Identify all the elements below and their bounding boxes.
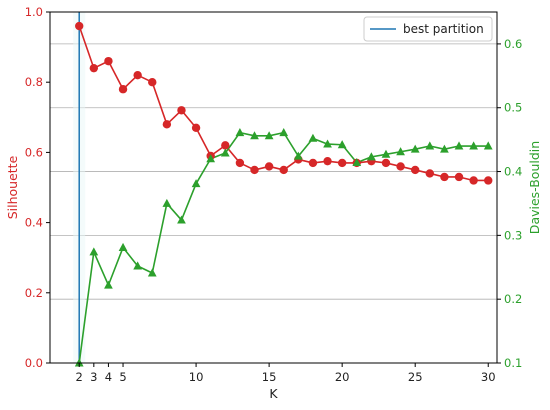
series-left-point-28 bbox=[454, 172, 464, 182]
series-left-point-8 bbox=[162, 120, 172, 129]
series-right-point-15 bbox=[264, 131, 274, 140]
x-tick-label-25: 25 bbox=[408, 370, 423, 384]
x-tick-label-30: 30 bbox=[481, 370, 496, 384]
series-right-point-7 bbox=[147, 268, 157, 277]
x-tick-label-4: 4 bbox=[105, 370, 112, 384]
series-left-point-27 bbox=[440, 172, 449, 182]
series-right-point-10 bbox=[191, 179, 201, 188]
series-right-point-9 bbox=[177, 215, 186, 224]
series-left-point-12 bbox=[221, 141, 230, 150]
series-right-point-8 bbox=[162, 198, 172, 207]
series-right-point-11 bbox=[206, 154, 216, 163]
series-right-point-30 bbox=[483, 141, 493, 150]
series-right-point-19 bbox=[323, 139, 332, 148]
series-left-point-29 bbox=[469, 176, 478, 185]
series-left-point-16 bbox=[279, 165, 288, 175]
series-left-point-19 bbox=[323, 156, 332, 166]
series-right-point-2 bbox=[74, 358, 84, 367]
series-left-point-18 bbox=[308, 158, 318, 168]
x-tick-label-15: 15 bbox=[262, 370, 277, 384]
left-axis-title: Silhouette bbox=[5, 155, 20, 219]
series-right-point-12 bbox=[220, 148, 230, 157]
series-right-point-26 bbox=[425, 141, 435, 150]
series-right-point-20 bbox=[337, 140, 347, 149]
series-right-point-24 bbox=[396, 147, 405, 156]
series-left-point-7 bbox=[148, 78, 157, 87]
legend-box bbox=[363, 16, 493, 42]
series-left-point-20 bbox=[337, 158, 347, 168]
series-left-point-14 bbox=[250, 165, 259, 175]
series-left-point-24 bbox=[396, 162, 405, 171]
series-left-point-4 bbox=[104, 56, 113, 66]
y-right-tick-label-0.3: 0.3 bbox=[504, 228, 522, 242]
series-left-point-3 bbox=[89, 63, 99, 73]
series-right-point-16 bbox=[279, 128, 289, 137]
series-right-point-13 bbox=[235, 128, 245, 137]
series-right-point-29 bbox=[469, 141, 478, 150]
series-right-point-14 bbox=[250, 131, 259, 140]
series-right-point-18 bbox=[308, 133, 318, 142]
plot-frame bbox=[49, 11, 498, 364]
y-left-tick-label-0.8: 0.8 bbox=[25, 75, 43, 89]
series-right-point-22 bbox=[367, 152, 376, 161]
series-right-point-3 bbox=[89, 247, 99, 256]
right-axis-title: Davies-Bouldin bbox=[527, 141, 542, 234]
y-left-tick-label-1.0: 1.0 bbox=[25, 5, 43, 19]
y-right-tick-label-0.6: 0.6 bbox=[504, 37, 522, 51]
series-markers bbox=[74, 21, 493, 367]
series-left-point-23 bbox=[381, 158, 391, 168]
series-left-point-30 bbox=[484, 176, 493, 185]
series-left-point-6 bbox=[133, 70, 142, 80]
y-left-tick-label-0.4: 0.4 bbox=[25, 216, 43, 230]
series-left-point-10 bbox=[191, 123, 201, 133]
x-tick-label-5: 5 bbox=[119, 370, 126, 384]
series-left-point-26 bbox=[425, 169, 435, 178]
x-tick-label-2: 2 bbox=[76, 370, 83, 384]
series-left-point-13 bbox=[235, 158, 245, 168]
series-right-point-28 bbox=[454, 141, 464, 150]
x-tick-label-3: 3 bbox=[90, 370, 97, 384]
series-left-point-15 bbox=[264, 162, 274, 171]
series-right-point-25 bbox=[410, 144, 420, 153]
series-left-point-2 bbox=[75, 21, 84, 31]
legend-label-best-partition: best partition bbox=[403, 22, 484, 36]
legend: best partition bbox=[363, 16, 493, 42]
y-left-tick-label-0.0: 0.0 bbox=[25, 356, 43, 370]
series-left-point-5 bbox=[118, 85, 128, 94]
series-right-point-21 bbox=[352, 158, 362, 167]
series-right-point-23 bbox=[381, 149, 391, 158]
series-right-point-6 bbox=[133, 261, 143, 270]
y-right-tick-label-0.5: 0.5 bbox=[504, 101, 522, 115]
series-left-point-9 bbox=[177, 106, 186, 115]
y-right-tick-label-0.2: 0.2 bbox=[504, 292, 522, 306]
y-right-tick-label-0.1: 0.1 bbox=[504, 356, 522, 370]
series-left-point-25 bbox=[410, 165, 420, 175]
x-tick-label-10: 10 bbox=[189, 370, 204, 384]
x-tick-label-20: 20 bbox=[335, 370, 350, 384]
series-right-point-27 bbox=[440, 144, 449, 153]
y-left-tick-label-0.2: 0.2 bbox=[25, 286, 43, 300]
y-left-tick-label-0.6: 0.6 bbox=[25, 145, 43, 159]
series-right-point-17 bbox=[293, 151, 303, 160]
x-axis-title: K bbox=[269, 386, 278, 401]
y-right-tick-label-0.4: 0.4 bbox=[504, 165, 522, 179]
series-right-point-5 bbox=[118, 242, 128, 251]
series-right-point-4 bbox=[104, 280, 113, 289]
axis-ticks: 2 3 4 5 10 15 20 25 30 0.0 0.2 0.4 0.6 0.8 1.0 0.1 0.2 0.… bbox=[25, 5, 523, 384]
